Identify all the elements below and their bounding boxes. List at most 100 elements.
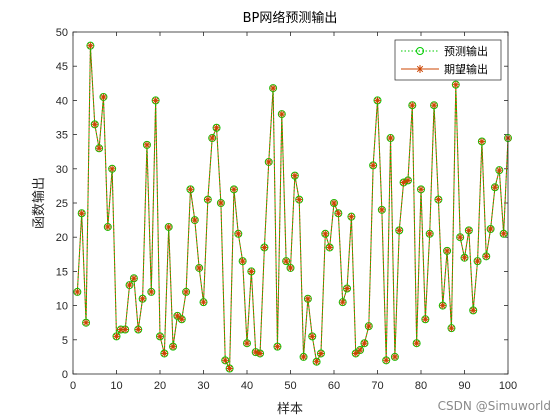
expected-output-point <box>230 185 238 193</box>
expected-output-point <box>95 144 103 152</box>
expected-output-point <box>395 226 403 234</box>
y-tick-label: 50 <box>56 27 68 39</box>
expected-output-point <box>91 120 99 128</box>
axes-box <box>72 31 509 375</box>
legend-box <box>394 39 502 81</box>
expected-output-point <box>269 84 277 92</box>
expected-output-point <box>239 257 247 265</box>
expected-output-point <box>408 101 416 109</box>
expected-output-point <box>195 264 203 272</box>
y-tick-label: 35 <box>56 130 68 142</box>
x-tick-label: 60 <box>328 380 340 392</box>
expected-output-point <box>182 288 190 296</box>
x-tick-label: 10 <box>110 380 122 392</box>
x-tick-label: 100 <box>499 380 517 392</box>
expected-output-point <box>152 96 160 104</box>
expected-output-point <box>282 257 290 265</box>
chart-title: BP网络预测输出 <box>243 10 338 26</box>
expected-output-point <box>165 223 173 231</box>
expected-output-point <box>134 326 142 334</box>
expected-output-point <box>439 302 447 310</box>
expected-output-point <box>421 315 429 323</box>
expected-output-point <box>256 349 264 357</box>
expected-output-point <box>208 134 216 142</box>
expected-output-point <box>495 166 503 174</box>
expected-output-point <box>213 124 221 132</box>
expected-output-point <box>247 267 255 275</box>
x-tick-label: 50 <box>284 380 296 392</box>
expected-output-point <box>108 165 116 173</box>
expected-output-point <box>434 196 442 204</box>
expected-output-point <box>334 209 342 217</box>
expected-output-point <box>73 288 81 296</box>
expected-output-point <box>313 358 321 366</box>
y-tick-label: 40 <box>56 95 68 107</box>
expected-output-point <box>417 185 425 193</box>
expected-output-point <box>265 158 273 166</box>
expected-output-point <box>204 196 212 204</box>
y-tick-label: 0 <box>62 369 68 381</box>
expected-output-point <box>121 326 129 334</box>
y-axis-ticks: 0 5 10 15 20 25 30 35 40 45 50 <box>56 27 508 381</box>
x-tick-label: 70 <box>371 380 383 392</box>
expected-output-point <box>226 365 234 373</box>
expected-output-point <box>443 247 451 255</box>
expected-output-point <box>469 306 477 314</box>
expected-output-point <box>491 183 499 191</box>
expected-output-point <box>478 137 486 145</box>
expected-output-point <box>217 199 225 207</box>
expected-output-point <box>221 356 229 364</box>
expected-output-point <box>404 176 412 184</box>
expected-output-point <box>326 243 334 251</box>
y-tick-label: 30 <box>56 164 68 176</box>
expected-output-point <box>308 332 316 340</box>
expected-output-point <box>169 343 177 351</box>
expected-output-point <box>369 161 377 169</box>
expected-output-point <box>287 264 294 272</box>
expected-output-point <box>426 230 434 238</box>
x-tick-label: 30 <box>197 380 209 392</box>
y-tick-label: 25 <box>56 198 68 210</box>
expected-output-point <box>482 252 490 260</box>
expected-output-point <box>113 332 120 340</box>
expected-output-point <box>365 322 373 330</box>
expected-output-point <box>378 206 386 214</box>
expected-output-point <box>500 230 508 238</box>
expected-output-point <box>465 226 473 234</box>
expected-output-point <box>78 209 86 217</box>
expected-output-point <box>382 356 390 364</box>
y-tick-label: 10 <box>56 301 68 313</box>
expected-output-point <box>82 319 90 327</box>
expected-output-point <box>260 243 268 251</box>
expected-output-point <box>430 101 438 109</box>
series-layer <box>73 41 512 373</box>
plot-area <box>73 32 508 374</box>
expected-output-point <box>130 274 138 282</box>
expected-output-point <box>317 349 325 357</box>
expected-output-point <box>447 324 455 332</box>
legend-marker-predicted <box>416 47 424 55</box>
expected-output-point <box>104 223 112 231</box>
expected-output-point <box>339 298 347 306</box>
expected-output-point <box>86 42 94 50</box>
expected-output-point <box>413 339 421 347</box>
expected-output-point <box>474 257 482 265</box>
expected-output-point <box>139 295 147 303</box>
expected-output-point <box>186 185 194 193</box>
expected-output-point <box>143 141 151 149</box>
expected-output-point <box>300 353 308 361</box>
expected-output-point <box>347 213 355 221</box>
expected-output-point <box>160 349 168 357</box>
expected-output-point <box>487 225 495 233</box>
x-axis-label: 样本 <box>277 402 303 417</box>
expected-output-point <box>99 93 107 101</box>
expected-output-point <box>278 110 286 118</box>
legend-label-expected: 期望输出 <box>444 62 488 76</box>
y-axis-label: 函数输出 <box>31 177 47 229</box>
expected-output-point <box>374 96 381 104</box>
expected-output-point <box>234 230 242 238</box>
expected-output-point <box>456 233 464 241</box>
expected-output-point <box>360 339 368 347</box>
expected-output-point <box>126 281 134 289</box>
expected-output-point <box>243 339 251 347</box>
